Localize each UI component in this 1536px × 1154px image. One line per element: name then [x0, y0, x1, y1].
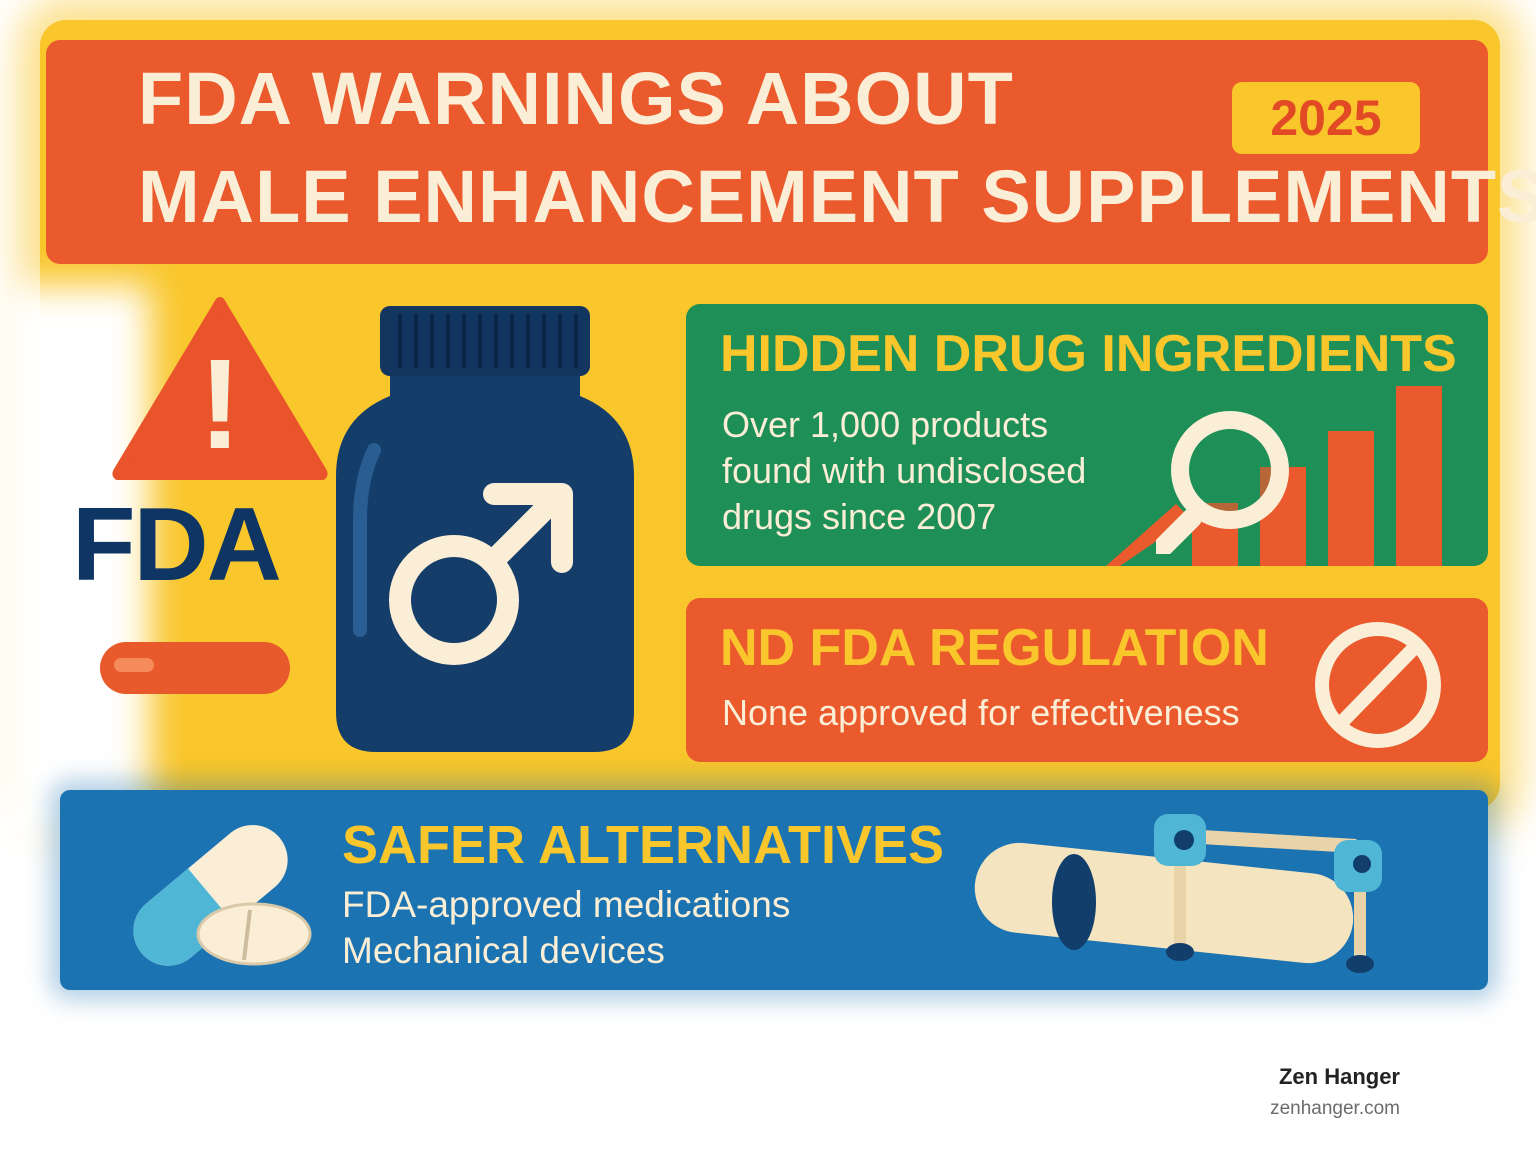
- brand-name: Zen Hanger: [1278, 1064, 1400, 1089]
- pills-icon: [133, 825, 312, 966]
- hidden-drugs-line-3: drugs since 2007: [722, 496, 997, 537]
- brand-url[interactable]: zenhanger.com: [1270, 1098, 1400, 1119]
- regulation-text: None approved for effectiveness: [722, 692, 1240, 733]
- background-cutout: [0, 285, 150, 845]
- traction-device-icon: [974, 814, 1382, 973]
- warning-icon: !: [112, 297, 328, 480]
- pill-bar: [100, 642, 290, 694]
- alternatives-heading: SAFER ALTERNATIVES: [342, 815, 945, 875]
- title-line-1: FDA WARNINGS ABOUT: [138, 57, 1014, 140]
- year-badge: 2025: [1232, 82, 1420, 154]
- title-line-2: MALE ENHANCEMENT SUPPLEMENTS: [138, 155, 1536, 238]
- alternative-devices: Mechanical devices: [342, 930, 665, 971]
- fda-logo: FDA: [72, 487, 282, 603]
- regulation-panel: ND FDA REGULATION None approved for effe…: [686, 598, 1488, 762]
- hidden-drugs-heading: HIDDEN DRUG INGREDIENTS: [720, 325, 1457, 383]
- regulation-heading: ND FDA REGULATION: [720, 619, 1269, 677]
- hidden-drugs-line-1: Over 1,000 products: [722, 404, 1049, 445]
- warning-mark: !: [199, 333, 242, 476]
- hidden-drugs-panel: HIDDEN DRUG INGREDIENTS Over 1,000 produ…: [686, 304, 1488, 566]
- magnifier-icon: [1156, 411, 1289, 554]
- hidden-drugs-line-2: found with undisclosed: [722, 450, 1087, 491]
- trend-arrow: [1106, 504, 1190, 566]
- chart-bar: [1328, 431, 1374, 566]
- alternative-medications: FDA-approved medications: [342, 884, 791, 925]
- alternatives-text: FDA-approved medications Mechanical devi…: [342, 882, 790, 974]
- hidden-drugs-text: Over 1,000 products found with undisclos…: [722, 402, 1086, 540]
- supplement-bottle-icon: [336, 306, 634, 752]
- title-banner: FDA WARNINGS ABOUT MALE ENHANCEMENT SUPP…: [46, 40, 1536, 264]
- chart-bar: [1396, 386, 1442, 566]
- alternatives-band: SAFER ALTERNATIVES FDA-approved medicati…: [60, 790, 1488, 990]
- prohibited-icon: [1315, 622, 1441, 748]
